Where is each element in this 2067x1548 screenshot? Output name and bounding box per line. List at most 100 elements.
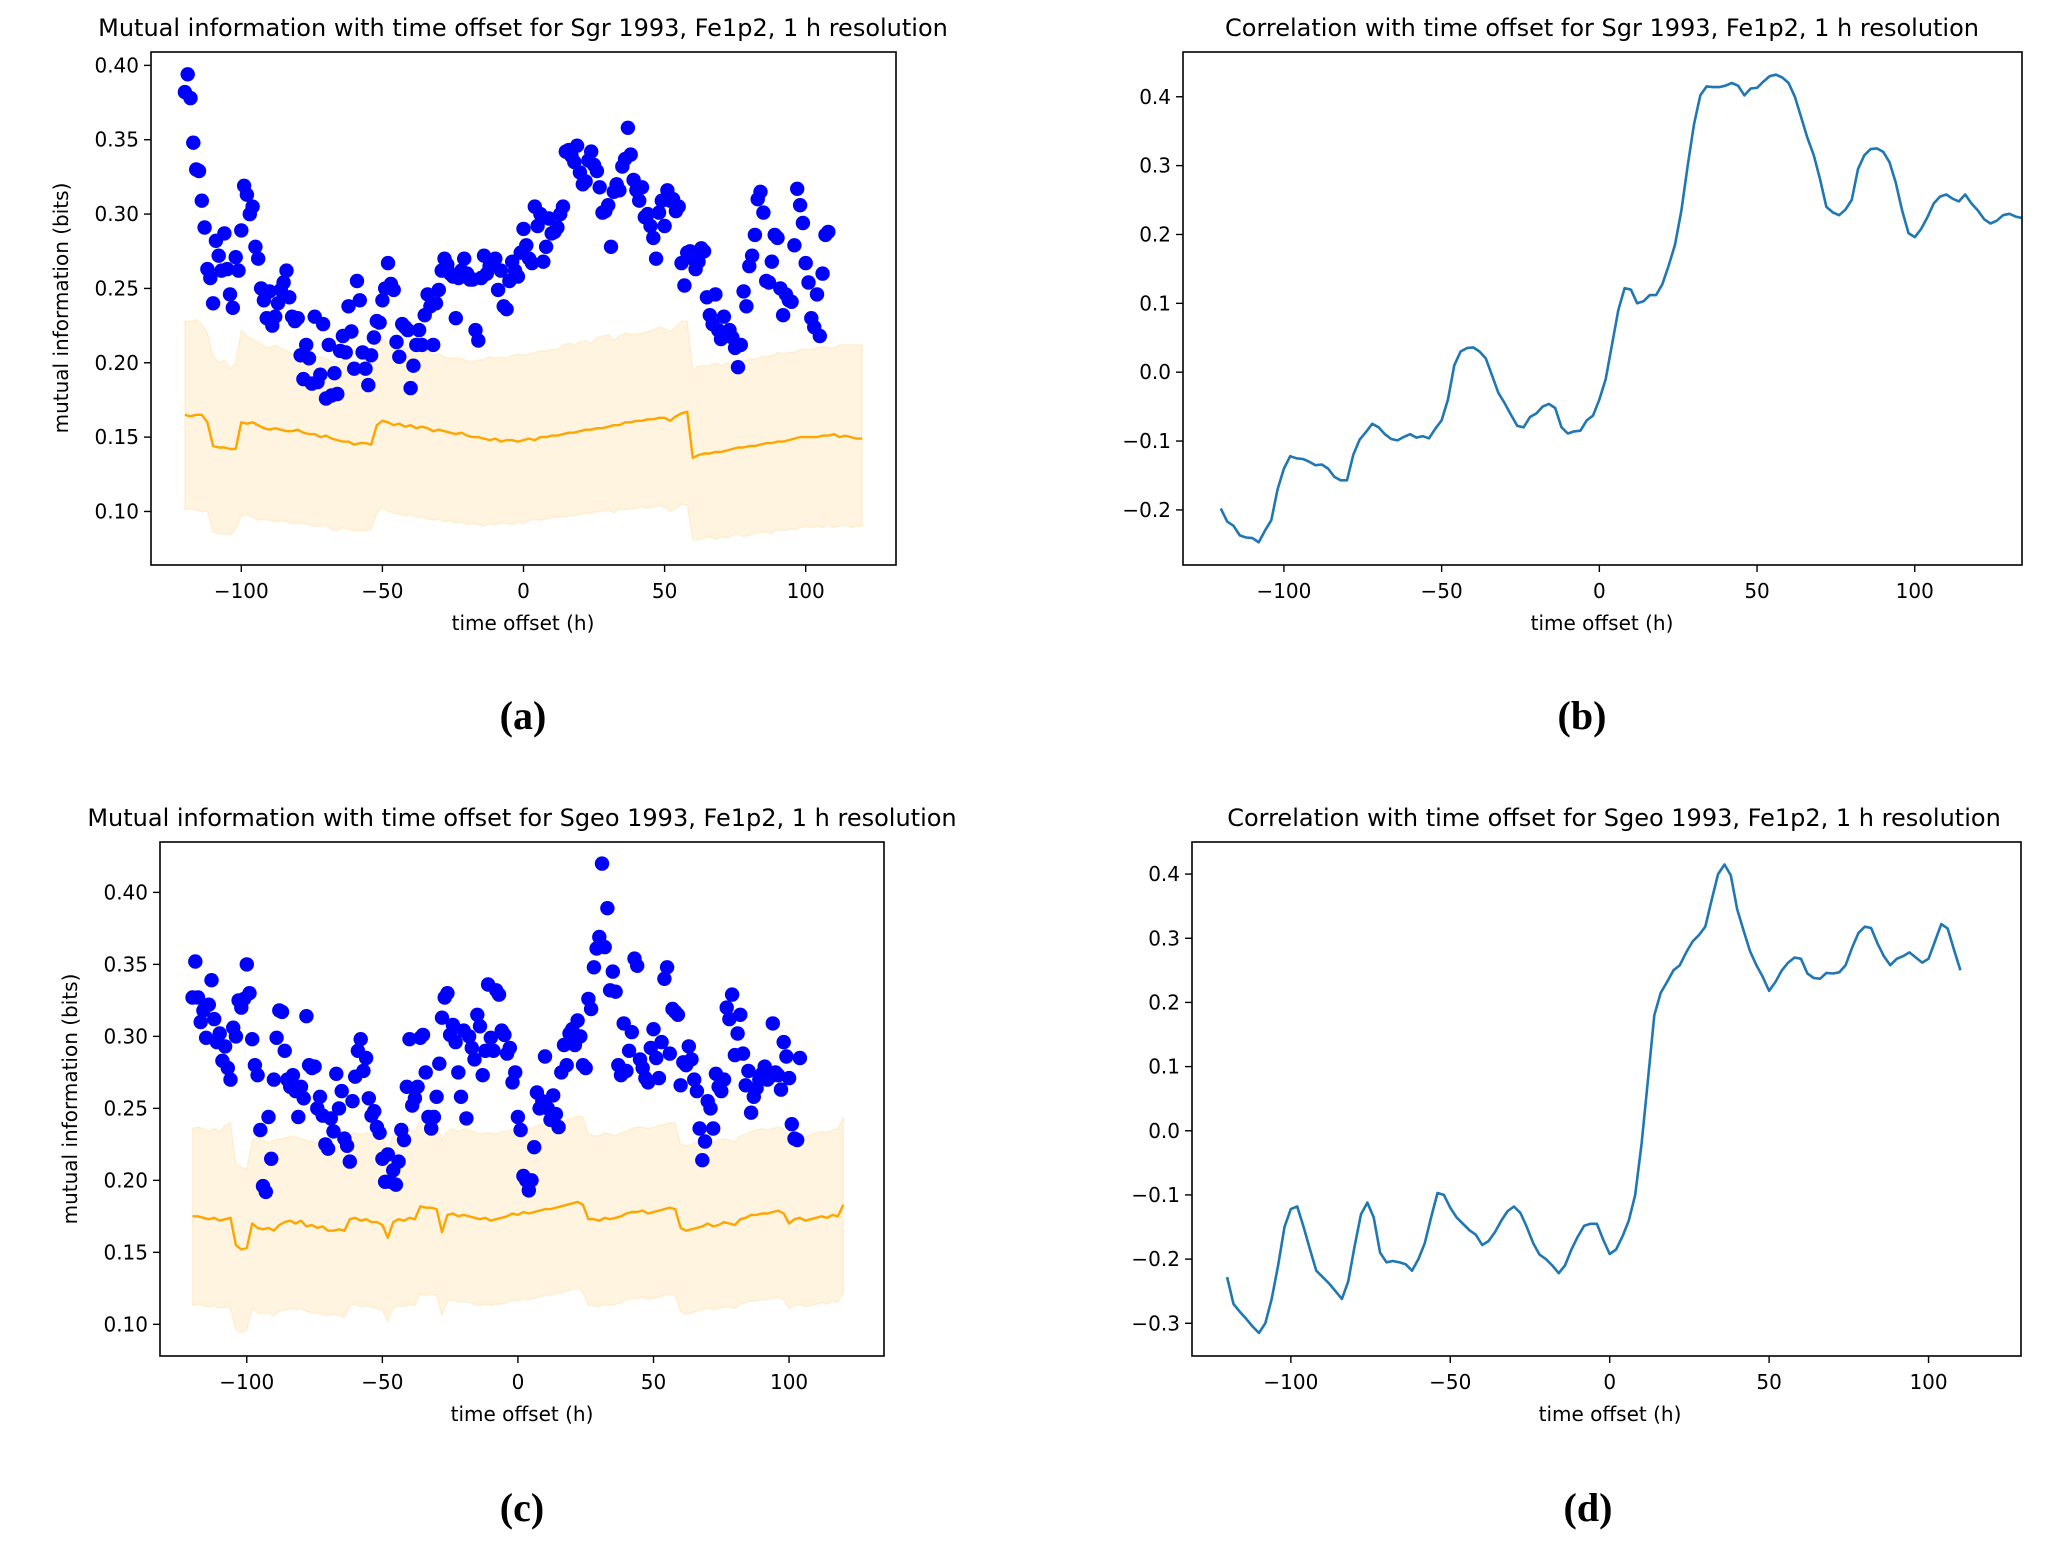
data-point (743, 1105, 759, 1120)
data-point (651, 1070, 667, 1086)
data-point (239, 187, 255, 202)
data-point (183, 90, 198, 106)
data-point (223, 1072, 238, 1087)
chart-a: −100 −50 0 50 100 0.10 0.15 0.20 0.25 0.30 0.35 0.4… (49, 14, 948, 635)
data-point (245, 199, 260, 214)
data-point (703, 1101, 718, 1116)
data-point (220, 1060, 235, 1076)
data-point (624, 1024, 639, 1040)
data-point (363, 348, 379, 363)
data-point (761, 275, 777, 290)
data-point (276, 275, 291, 290)
data-point (775, 308, 791, 323)
data-point (290, 311, 305, 326)
data-point (203, 270, 218, 286)
data-point (198, 1030, 214, 1046)
data-point (556, 1037, 572, 1053)
data-point (569, 138, 585, 153)
data-point (548, 1106, 564, 1122)
y-tick-label: 0.25 (103, 1096, 148, 1120)
data-point (781, 1070, 797, 1086)
data-point (662, 1046, 677, 1061)
y-tick-label: 0.35 (103, 952, 148, 976)
data-point (670, 1007, 686, 1022)
data-point (493, 263, 509, 278)
data-point (366, 330, 382, 345)
y-tick-label: 0.35 (94, 128, 139, 152)
data-point (738, 1078, 753, 1093)
data-point (681, 1039, 696, 1054)
y-tick-label: −0.2 (1131, 1247, 1180, 1271)
data-point (735, 1046, 751, 1061)
data-point (253, 1122, 268, 1138)
data-point (312, 1089, 328, 1105)
baseline-mean-line (184, 410, 863, 460)
data-point (657, 971, 672, 986)
data-point (251, 251, 266, 266)
data-point (719, 1000, 734, 1015)
data-point (228, 250, 243, 265)
data-point (361, 1091, 376, 1106)
data-point (285, 1068, 301, 1083)
x-tick-label: 50 (1744, 579, 1769, 603)
data-point (448, 311, 463, 326)
data-point (578, 174, 593, 189)
x-tick-label: −50 (361, 1370, 403, 1394)
y-tick-label: 0.30 (103, 1024, 148, 1048)
chart-title: Correlation with time offset for Sgeo 19… (1227, 804, 2001, 832)
plot-marks (1219, 73, 2022, 544)
data-point (634, 180, 650, 195)
data-point (559, 1058, 574, 1073)
correlation-line (1225, 863, 1962, 1335)
data-point (649, 1050, 664, 1066)
data-point (380, 1147, 395, 1162)
y-tick-label: 0.20 (103, 1168, 148, 1192)
data-point (406, 358, 421, 373)
data-point (274, 1004, 290, 1020)
data-point (211, 248, 226, 263)
data-point (790, 181, 805, 196)
panel-label-a: (a) (499, 693, 547, 738)
data-point (467, 1052, 482, 1067)
data-point (654, 1034, 669, 1050)
data-point (388, 1177, 404, 1192)
data-point (344, 324, 359, 339)
data-point (220, 261, 235, 277)
data-point (499, 302, 514, 317)
data-point (269, 1030, 284, 1046)
data-point (205, 296, 221, 311)
data-point (291, 1109, 306, 1125)
data-point (605, 964, 620, 979)
data-point (323, 1111, 338, 1126)
y-tick-label: 0.3 (1148, 926, 1180, 950)
data-point (330, 386, 345, 402)
data-point (193, 1014, 208, 1030)
data-point (809, 287, 825, 302)
data-point (245, 1032, 260, 1047)
data-point (307, 1059, 322, 1074)
data-point (537, 1049, 553, 1064)
y-tick-label: 0.10 (94, 499, 139, 523)
data-point (657, 218, 672, 234)
x-tick-label: −50 (1421, 579, 1463, 603)
data-point (733, 337, 748, 353)
data-point (349, 273, 365, 289)
data-point (391, 1154, 406, 1169)
y-tick-label: −0.1 (1122, 429, 1171, 453)
data-point (472, 1019, 488, 1034)
data-point (779, 1049, 794, 1064)
y-tick-label: 0.2 (1139, 222, 1171, 246)
data-point (448, 1034, 463, 1050)
data-point (798, 255, 813, 271)
data-point (341, 299, 356, 314)
data-point (180, 67, 195, 82)
data-point (461, 1029, 477, 1044)
data-point (687, 1072, 702, 1087)
y-tick-label: 0.15 (94, 425, 139, 449)
data-point (570, 1013, 585, 1028)
data-point (261, 1109, 276, 1125)
data-point (389, 334, 404, 350)
data-point (424, 1121, 439, 1136)
y-tick-label: 0.10 (103, 1312, 148, 1336)
